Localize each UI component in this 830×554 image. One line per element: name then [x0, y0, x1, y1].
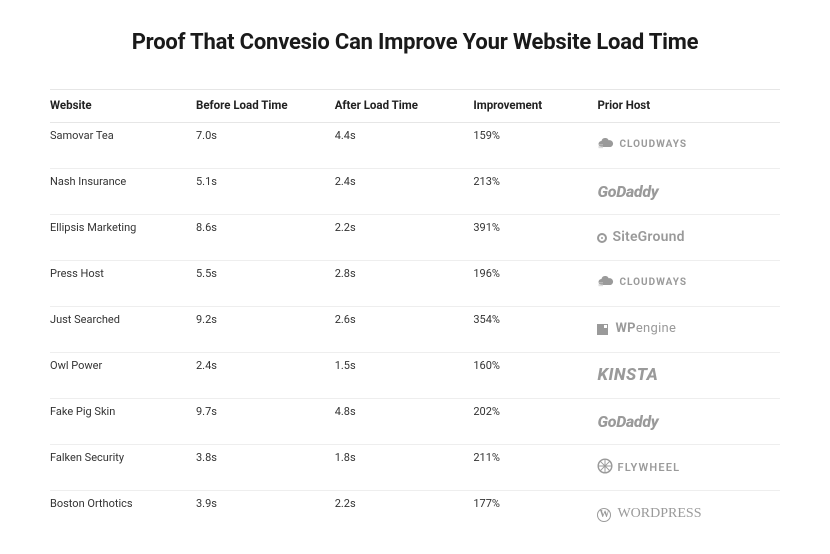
cell-after: 1.8s [335, 445, 474, 491]
flywheel-logo: FLYWHEEL [597, 458, 680, 476]
table-header-row: Website Before Load Time After Load Time… [50, 90, 780, 123]
col-website: Website [50, 90, 196, 123]
cell-improvement: 196% [473, 261, 597, 307]
cell-after: 2.4s [335, 169, 474, 215]
kinsta-text: KINSTA [597, 367, 658, 384]
godaddy-text: GoDaddy [597, 414, 658, 430]
cell-host: W WORDPRESS [597, 491, 780, 537]
cell-host: FLYWHEEL [597, 445, 780, 491]
cell-website: Samovar Tea [50, 123, 196, 169]
cell-improvement: 177% [473, 491, 597, 537]
cell-after: 1.5s [335, 353, 474, 399]
siteground-icon [597, 233, 607, 243]
cell-after: 2.6s [335, 307, 474, 353]
table-row: Nash Insurance5.1s2.4s213% GoDaddy [50, 169, 780, 215]
cell-website: Falken Security [50, 445, 196, 491]
cloud-icon [597, 138, 615, 152]
siteground-text: SiteGround [612, 230, 684, 244]
col-improvement: Improvement [473, 90, 597, 123]
cell-before: 7.0s [196, 123, 335, 169]
cell-improvement: 202% [473, 399, 597, 445]
cloud-icon [597, 276, 615, 290]
cell-before: 3.9s [196, 491, 335, 537]
cell-before: 9.2s [196, 307, 335, 353]
wpengine-text: WPengine [615, 322, 676, 335]
cell-improvement: 213% [473, 169, 597, 215]
cell-website: Press Host [50, 261, 196, 307]
cell-before: 3.8s [196, 445, 335, 491]
cell-before: 2.4s [196, 353, 335, 399]
cell-website: Boston Orthotics [50, 491, 196, 537]
table-row: Falken Security3.8s1.8s211% FLYWHEEL [50, 445, 780, 491]
cell-after: 2.2s [335, 491, 474, 537]
cloudways-logo: CLOUDWAYS [597, 276, 687, 290]
cell-improvement: 160% [473, 353, 597, 399]
cell-after: 2.8s [335, 261, 474, 307]
table-row: Fake Pig Skin9.7s4.8s202% GoDaddy [50, 399, 780, 445]
col-before: Before Load Time [196, 90, 335, 123]
cell-website: Fake Pig Skin [50, 399, 196, 445]
wpengine-icon [597, 324, 608, 335]
cloudways-text: CLOUDWAYS [619, 278, 687, 288]
cell-host: CLOUDWAYS [597, 261, 780, 307]
wpengine-logo: WPengine [597, 322, 676, 335]
godaddy-logo: GoDaddy [597, 414, 658, 430]
cell-website: Ellipsis Marketing [50, 215, 196, 261]
godaddy-text: GoDaddy [597, 184, 658, 200]
cell-before: 5.5s [196, 261, 335, 307]
flywheel-text: FLYWHEEL [617, 462, 680, 473]
table-row: Press Host5.5s2.8s196% CLOUDWAYS [50, 261, 780, 307]
col-host: Prior Host [597, 90, 780, 123]
wordpress-icon: W [597, 508, 611, 522]
cell-host: WPengine [597, 307, 780, 353]
table-row: Samovar Tea7.0s4.4s159% CLOUDWAYS [50, 123, 780, 169]
cell-host: CLOUDWAYS [597, 123, 780, 169]
wordpress-text: WORDPRESS [617, 507, 701, 521]
cell-host: GoDaddy [597, 399, 780, 445]
siteground-logo: SiteGround [597, 230, 684, 244]
cell-host: SiteGround [597, 215, 780, 261]
cell-after: 2.2s [335, 215, 474, 261]
cell-improvement: 354% [473, 307, 597, 353]
cell-after: 4.4s [335, 123, 474, 169]
cell-before: 8.6s [196, 215, 335, 261]
cloudways-text: CLOUDWAYS [619, 140, 687, 150]
cell-website: Owl Power [50, 353, 196, 399]
table-row: Just Searched9.2s2.6s354% WPengine [50, 307, 780, 353]
cell-host: KINSTA [597, 353, 780, 399]
cell-improvement: 211% [473, 445, 597, 491]
col-after: After Load Time [335, 90, 474, 123]
cell-improvement: 391% [473, 215, 597, 261]
wordpress-logo: W WORDPRESS [597, 507, 701, 521]
cell-website: Just Searched [50, 307, 196, 353]
load-time-table: Website Before Load Time After Load Time… [50, 89, 780, 537]
table-row: Owl Power2.4s1.5s160% KINSTA [50, 353, 780, 399]
cell-host: GoDaddy [597, 169, 780, 215]
table-row: Ellipsis Marketing8.6s2.2s391% SiteGroun… [50, 215, 780, 261]
cell-improvement: 159% [473, 123, 597, 169]
cell-website: Nash Insurance [50, 169, 196, 215]
table-row: Boston Orthotics3.9s2.2s177% W WORDPRESS [50, 491, 780, 537]
cell-before: 9.7s [196, 399, 335, 445]
flywheel-icon [597, 458, 613, 476]
page-title: Proof That Convesio Can Improve Your Web… [50, 30, 780, 55]
cell-after: 4.8s [335, 399, 474, 445]
godaddy-logo: GoDaddy [597, 184, 658, 200]
kinsta-logo: KINSTA [597, 367, 658, 384]
cell-before: 5.1s [196, 169, 335, 215]
cloudways-logo: CLOUDWAYS [597, 138, 687, 152]
